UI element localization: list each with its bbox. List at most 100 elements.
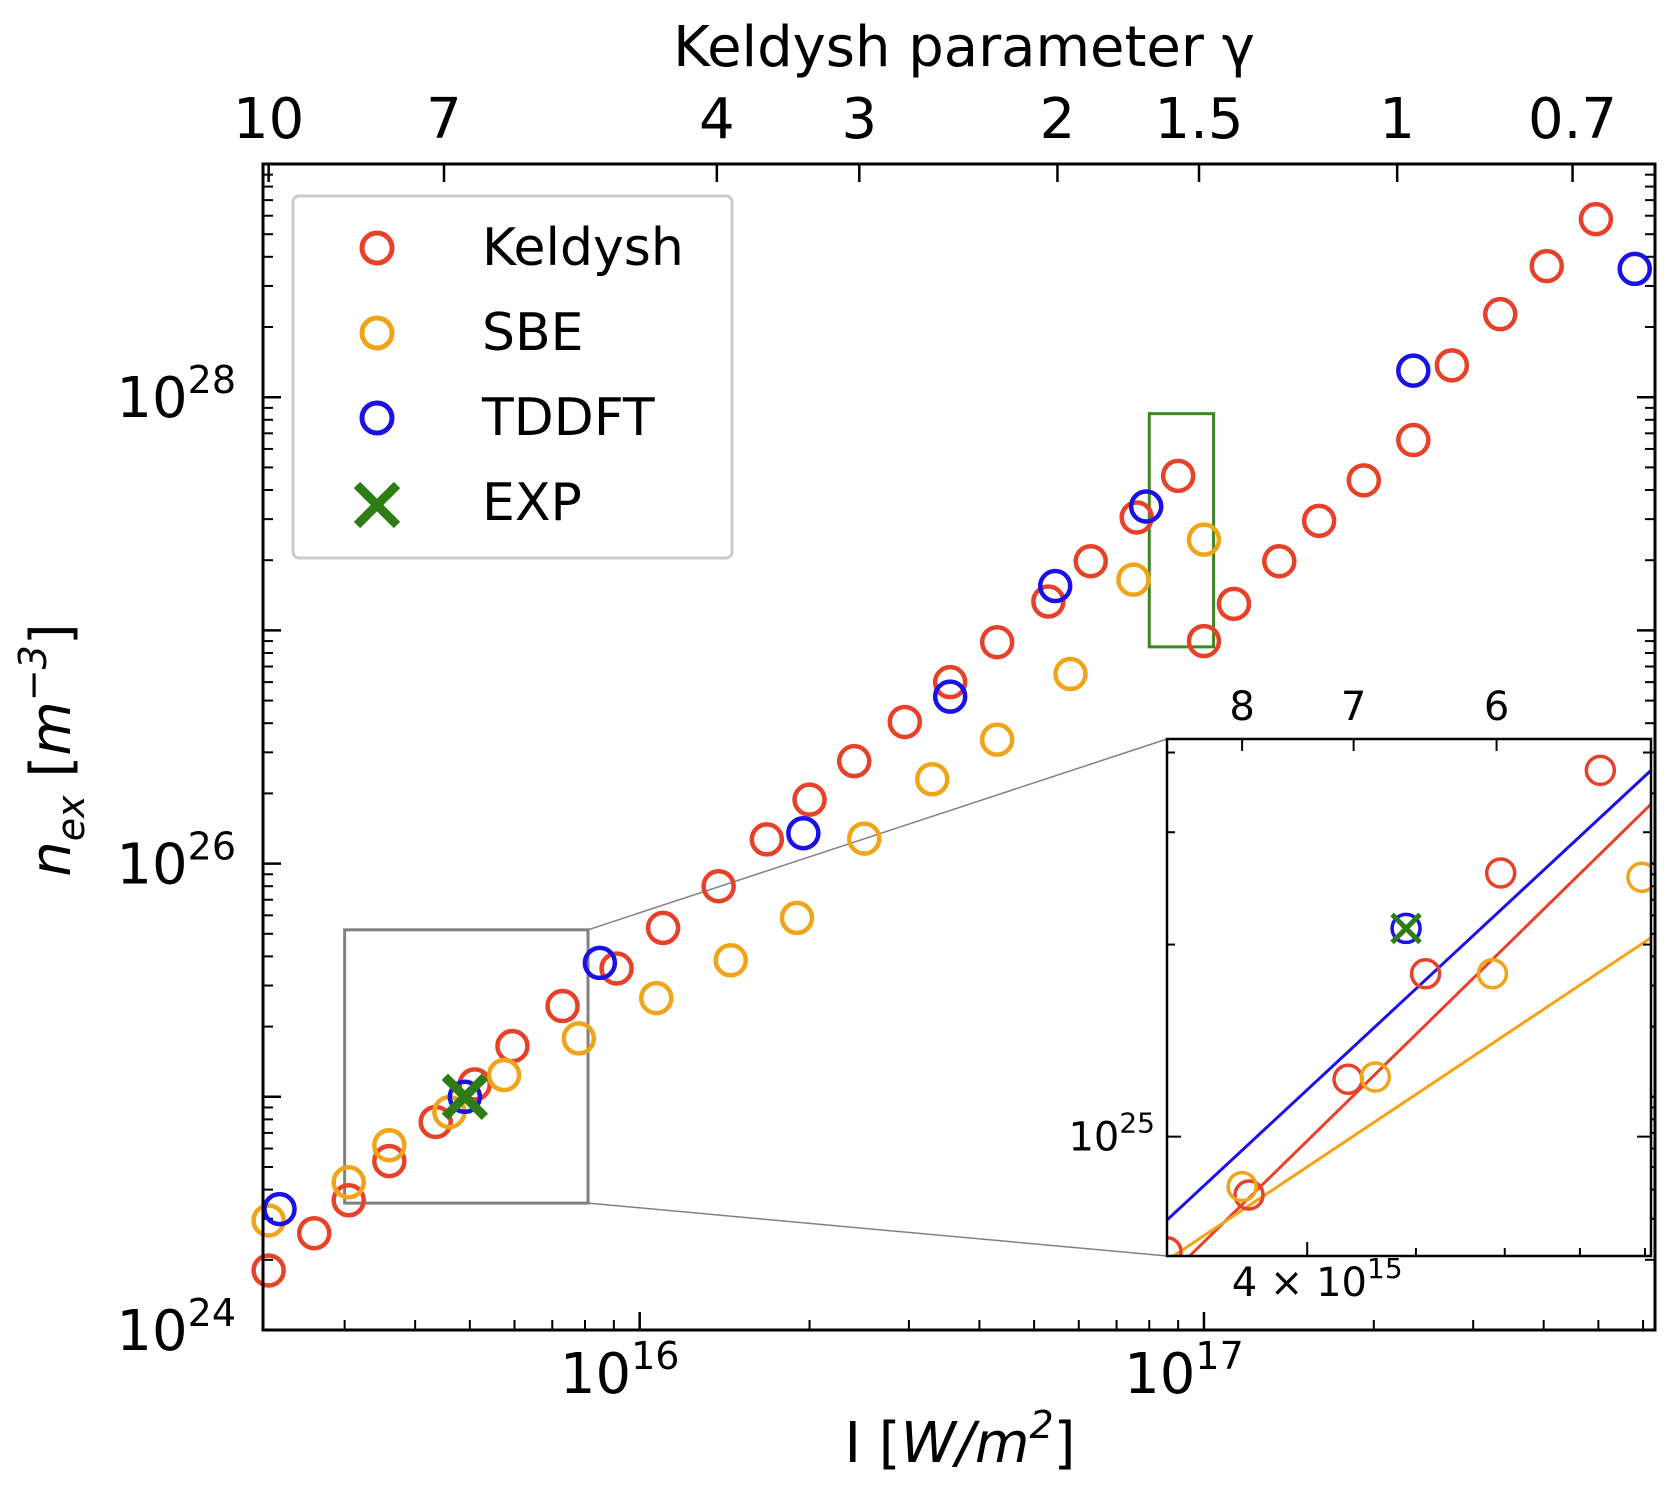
top-tick-label: 10 <box>233 87 304 152</box>
sbe-point <box>639 980 674 1016</box>
keldysh-point <box>1482 296 1518 332</box>
top-tick-label: 3 <box>841 87 877 152</box>
inset-keldysh-point <box>1233 1179 1265 1211</box>
legend: Keldysh SBE TDDFT EXP <box>291 194 734 560</box>
y-tick-label-base: 10 <box>116 1299 187 1364</box>
sbe-point <box>486 1057 522 1093</box>
x-axis-label-exp: 2 <box>1029 1403 1053 1447</box>
inset-keldysh-point <box>1409 958 1442 990</box>
keldysh-point <box>296 1215 332 1251</box>
inset-y-tick-label-exp: 25 <box>1119 1107 1155 1140</box>
legend-box <box>291 194 734 560</box>
sbe-point <box>1053 656 1088 692</box>
inset-plot: 1025 4 × 1015 8 7 6 <box>1068 684 1653 1306</box>
keldysh-point <box>1578 201 1614 237</box>
legend-tddft-label: TDDFT <box>481 388 655 448</box>
x-axis-label: I [W/m2] <box>844 1403 1075 1476</box>
tddft-point <box>786 815 821 851</box>
y-axis-label-open: [ <box>19 756 84 796</box>
legend-sbe-marker <box>359 315 395 351</box>
legend-keldysh-marker <box>359 230 395 266</box>
zoom-source-box <box>343 928 590 1205</box>
inset-sbe-point <box>1476 958 1509 990</box>
x-tick-label: 1017 <box>1124 1334 1244 1407</box>
top-tick-label: 7 <box>426 87 462 152</box>
keldysh-point <box>836 743 872 779</box>
exp-point <box>441 1073 489 1120</box>
inset-sbe-point <box>1226 1170 1258 1203</box>
exp-point-stroke <box>441 1073 489 1120</box>
y-tick-label: 1024 <box>116 1291 236 1364</box>
inset-top-tick-label: 7 <box>1341 684 1366 730</box>
inset-y-tick-label: 1025 <box>1068 1107 1155 1161</box>
plot-frame <box>261 162 1657 1332</box>
keldysh-point <box>932 664 968 700</box>
y-tick-label-exp: 26 <box>188 825 236 869</box>
legend-exp-label: EXP <box>482 473 582 533</box>
legend-tddft-marker <box>359 400 395 436</box>
sbe-point <box>846 821 882 856</box>
tddft-point <box>582 945 618 981</box>
keldysh-point <box>979 624 1015 660</box>
sbe-point <box>251 1203 286 1238</box>
top-tick-label: 0.7 <box>1528 87 1617 152</box>
keldysh-point <box>1073 543 1108 579</box>
keldysh-point <box>331 1183 366 1218</box>
keldysh-point <box>749 822 785 857</box>
x-tick-label-base: 10 <box>560 1342 631 1407</box>
zoom-connector-bottom <box>587 1202 1168 1257</box>
sbe-point <box>1186 522 1222 557</box>
sbe-point <box>915 761 950 797</box>
inset-top-tick-label: 8 <box>1229 684 1254 730</box>
inset-tddft-point <box>1390 912 1422 945</box>
tddft-point <box>1396 353 1431 388</box>
keldysh-point <box>645 910 681 946</box>
y-axis-label-symbol: n <box>19 841 84 877</box>
top-tick-label: 1 <box>1379 87 1415 152</box>
keldysh-point <box>1031 584 1066 619</box>
inset-frame <box>1165 737 1653 1258</box>
tddft-point <box>1617 251 1652 287</box>
x-tick-label-exp: 17 <box>1195 1334 1243 1378</box>
keldysh-point <box>1119 500 1154 535</box>
keldysh-point <box>1301 503 1337 539</box>
y-tick-label-base: 10 <box>116 366 187 431</box>
inset-x-tick-label: 4 × 1015 <box>1232 1252 1403 1306</box>
sbe-point <box>331 1165 366 1200</box>
legend-keldysh-label: Keldysh <box>482 218 684 278</box>
inset-content: 1025 4 × 1015 8 7 6 <box>1068 684 1651 1306</box>
keldysh-point <box>1396 422 1431 458</box>
inset-sbe-point <box>1626 861 1651 894</box>
y-axis-label: nex [m−3] <box>11 623 93 876</box>
inset-exp-point <box>1390 912 1422 945</box>
y-tick-label: 1026 <box>116 825 236 898</box>
sbe-point <box>713 943 748 978</box>
inset-x-tick-label-exp: 15 <box>1367 1252 1403 1285</box>
y-tick-label-exp: 24 <box>188 1291 236 1335</box>
y-axis-label-unit: m <box>19 701 84 756</box>
y-tick-label: 1028 <box>116 358 236 431</box>
keldysh-point <box>1434 348 1470 383</box>
top-tick-label: 2 <box>1040 87 1076 152</box>
keldysh-point <box>887 704 923 740</box>
keldysh-point <box>1529 248 1564 284</box>
inset-plot-area <box>1167 754 1651 1256</box>
sbe-fit-line <box>1170 936 1651 1256</box>
inset-top-tick-label: 6 <box>1484 684 1509 730</box>
keldysh-point <box>1216 586 1252 622</box>
y-axis-label-close: ] <box>19 623 84 645</box>
tddft-fit-line <box>1167 769 1651 1222</box>
inset-exp-point-stroke <box>1390 912 1422 945</box>
sbe-point <box>1116 562 1151 597</box>
tddft-point <box>1128 489 1164 524</box>
inset-background <box>1167 739 1651 1256</box>
top-tick-label: 4 <box>699 87 735 152</box>
y-tick-label-base: 10 <box>116 833 187 898</box>
keldysh-point <box>599 951 634 986</box>
tddft-point <box>1037 568 1073 604</box>
inset-y-tick-label-base: 10 <box>1068 1115 1119 1161</box>
x-axis-label-unit: W/m <box>901 1411 1030 1476</box>
keldysh-point <box>1346 463 1382 498</box>
sbe-point <box>372 1127 407 1163</box>
x-axis-label-prefix: I [ <box>844 1411 900 1476</box>
